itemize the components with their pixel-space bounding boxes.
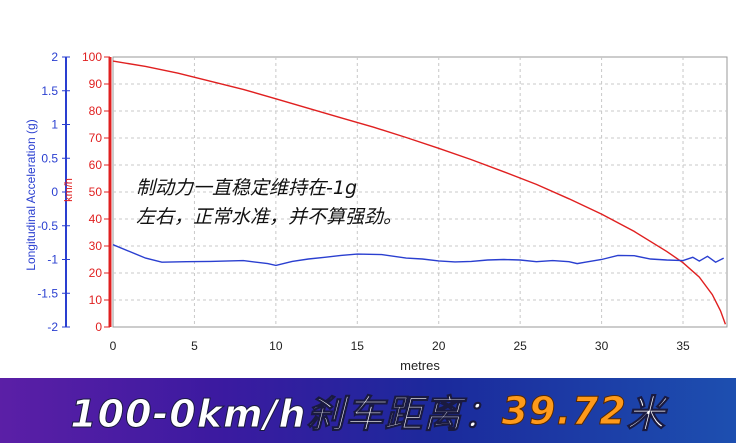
accel-tick-label: -2	[47, 320, 58, 334]
x-tick-label: 20	[432, 339, 446, 353]
y-tick-label: 0	[95, 320, 102, 334]
result-banner: 100-0km/h刹车距离： 39.72 米	[0, 378, 736, 443]
accel-tick-label: -0.5	[37, 219, 58, 233]
accel-tick-label: 1.5	[41, 84, 58, 98]
x-tick-label: 0	[110, 339, 117, 353]
accel-tick-label: -1.5	[37, 286, 58, 300]
accel-tick-label: 2	[51, 50, 58, 64]
y-tick-label: 100	[82, 50, 102, 64]
y-tick-label: 50	[89, 185, 103, 199]
y-tick-label: 60	[89, 158, 103, 172]
accel-tick-label: 0.5	[41, 151, 58, 165]
x-tick-label: 5	[191, 339, 198, 353]
y-tick-label: 80	[89, 104, 103, 118]
series-line-0	[112, 60, 727, 325]
annotation-text: 制动力一直稳定维持在-1g 左右，正常水准，并不算强劲。	[136, 174, 402, 232]
x-axis-label: metres	[400, 358, 440, 373]
y-tick-label: 20	[89, 266, 103, 280]
banner-prefix: 100-0km/h刹车距离：	[70, 392, 502, 437]
x-tick-label: 10	[269, 339, 283, 353]
annotation-line-1: 制动力一直稳定维持在-1g	[136, 177, 358, 199]
x-tick-label: 15	[351, 339, 365, 353]
y-tick-label: 10	[89, 293, 103, 307]
banner-unit: 米	[626, 392, 666, 437]
y-tick-label: 90	[89, 77, 103, 91]
y-tick-label: 40	[89, 212, 103, 226]
x-tick-label: 35	[676, 339, 690, 353]
right-axis-label: km/h	[63, 178, 75, 202]
accel-tick-label: 1	[51, 118, 58, 132]
braking-chart: 21.510.50-0.5-1-1.5-2 010203040506070809…	[24, 50, 728, 373]
y-tick-label: 30	[89, 239, 103, 253]
accel-tick-label: -1	[47, 253, 58, 267]
series-line-1	[112, 244, 725, 267]
annotation-line-2: 左右，正常水准，并不算强劲。	[136, 206, 403, 228]
left-axis-label: Longitudinal Acceleration (g)	[24, 119, 38, 270]
x-tick-label: 30	[595, 339, 609, 353]
x-tick-label: 25	[513, 339, 527, 353]
y-tick-label: 70	[89, 131, 103, 145]
banner-value: 39.72	[501, 388, 627, 433]
accel-tick-label: 0	[51, 185, 58, 199]
